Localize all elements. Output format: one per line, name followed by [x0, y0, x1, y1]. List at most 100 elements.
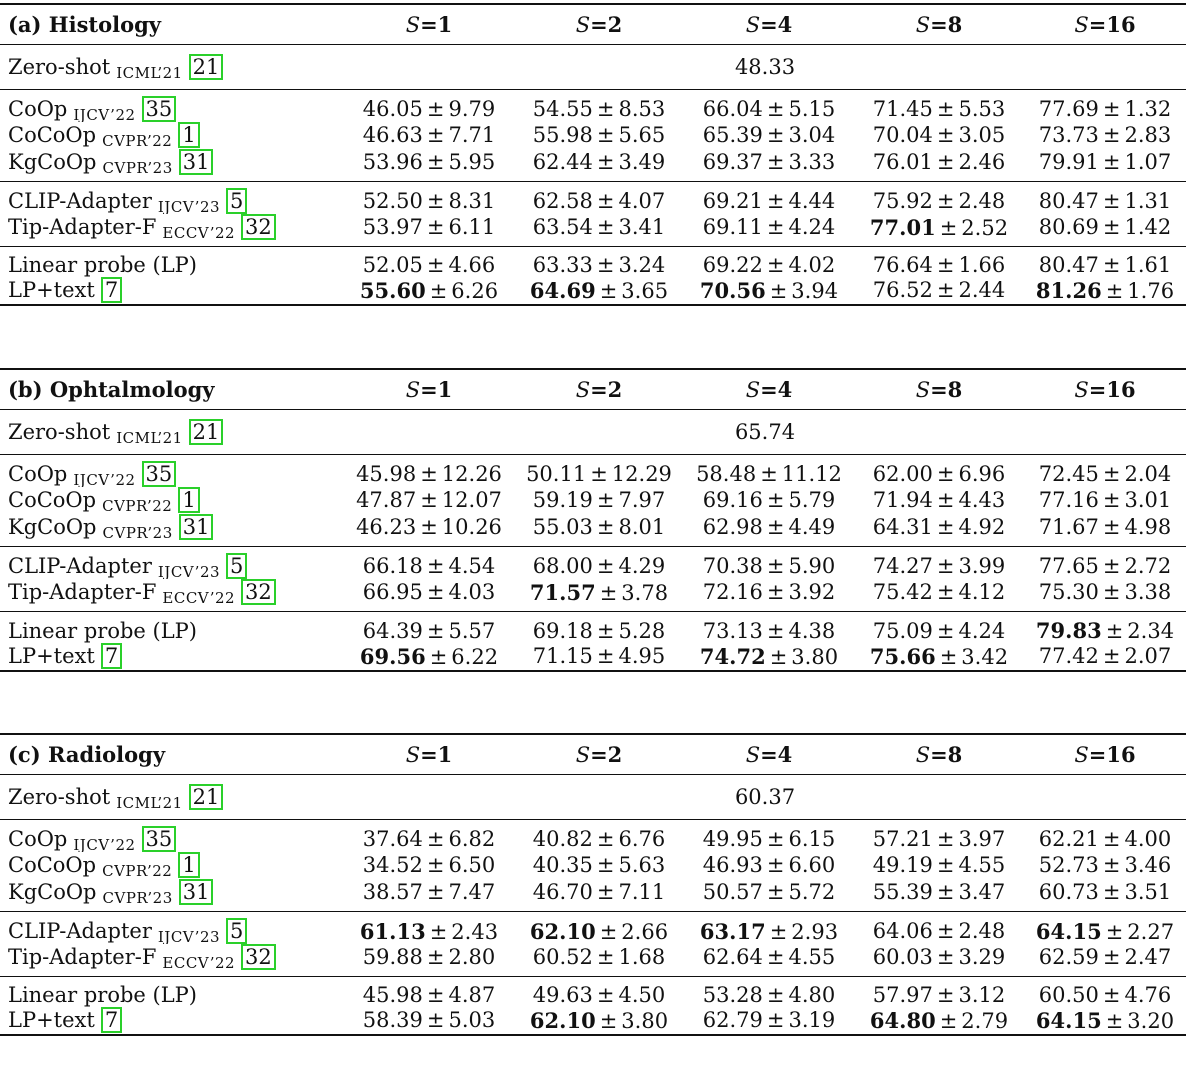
value-cell: 66.95 ±4.03	[344, 579, 514, 612]
table-row: CLIP-Adapter IJCV’23 5 52.50 ±8.31 62.58 ±4.…	[0, 182, 1186, 214]
method-name: Linear probe (LP)	[8, 253, 197, 277]
citation-link[interactable]: 31	[178, 149, 214, 175]
std-value: 2.79	[961, 1008, 1009, 1033]
std-value: 5.03	[448, 1008, 496, 1033]
citation-link[interactable]: 32	[241, 214, 276, 240]
mean-value: 80.69	[1038, 215, 1099, 239]
method-name: LP+text	[8, 1008, 95, 1033]
citation-link[interactable]: 35	[141, 825, 177, 852]
std-value: 3.19	[788, 1008, 836, 1033]
plus-minus-sign: ±	[766, 1008, 785, 1033]
plus-minus-sign: ±	[426, 253, 445, 277]
mean-value: 46.05	[362, 96, 423, 121]
method-cell: Zero-shot ICML’21 21	[0, 44, 344, 89]
method-cell: Linear probe (LP)	[0, 612, 344, 644]
plus-minus-sign: ±	[1102, 96, 1121, 121]
citation-link[interactable]: 5	[226, 188, 248, 214]
value-cell: 62.44 ±3.49	[514, 149, 684, 182]
citation-link[interactable]: 21	[188, 53, 224, 80]
std-value: 2.34	[1127, 619, 1175, 643]
plus-minus-sign: ±	[596, 853, 615, 878]
citation-link[interactable]: 1	[178, 122, 200, 149]
citation-link[interactable]: 31	[178, 879, 214, 905]
plus-minus-sign: ±	[426, 826, 445, 851]
citation-link[interactable]: 5	[226, 918, 248, 944]
plus-minus-sign: ±	[760, 461, 778, 486]
shot-variable: S	[915, 12, 931, 37]
method-cell: CLIP-Adapter IJCV’23 5	[0, 182, 344, 214]
std-value: 5.90	[788, 554, 836, 578]
std-value: 1.07	[1124, 150, 1172, 174]
shot-header: S=4	[745, 376, 793, 402]
std-value: 1.32	[1124, 96, 1172, 121]
mean-value: 63.54	[532, 215, 593, 239]
value-cell: 60.50 ±4.76	[1024, 977, 1186, 1007]
value-cell: 57.97 ±3.12	[854, 977, 1024, 1007]
shot-variable: S	[405, 12, 421, 37]
plus-minus-sign: ±	[769, 644, 788, 669]
std-value: 6.82	[448, 826, 496, 851]
citation-link[interactable]: 32	[241, 944, 276, 970]
citation-link[interactable]: 21	[188, 783, 224, 810]
citation-link[interactable]: 31	[178, 514, 214, 540]
value-cell: 62.10 ±3.80	[514, 1007, 684, 1035]
mean-value: 64.31	[872, 515, 933, 539]
table-row: CoCoOp CVPR’22 1 47.87 ±12.07 59.19 ±7.97 69…	[0, 487, 1186, 515]
citation-link[interactable]: 35	[141, 95, 177, 122]
plus-minus-sign: ±	[936, 189, 955, 213]
shot-header: S=1	[405, 741, 453, 767]
value-cell: 69.18 ±5.28	[514, 612, 684, 644]
mean-value: 52.05	[362, 253, 423, 277]
zeroshot-value: 48.33	[734, 54, 796, 79]
mean-value: 75.42	[872, 580, 933, 604]
citation-link[interactable]: 1	[178, 487, 200, 514]
value-cell: 72.16 ±3.92	[684, 579, 854, 612]
std-value: 6.96	[958, 461, 1006, 486]
value-cell: 55.39 ±3.47	[854, 879, 1024, 912]
citation-link[interactable]: 21	[188, 418, 224, 445]
mean-value: 75.66	[869, 643, 936, 669]
mean-value: 73.13	[702, 618, 763, 643]
citation-link[interactable]: 5	[226, 553, 248, 579]
std-value: 2.43	[451, 919, 499, 944]
plus-minus-sign: ±	[1102, 123, 1121, 148]
method-cell: Tip-Adapter-F ECCV’22 32	[0, 944, 344, 977]
std-value: 4.76	[1124, 983, 1172, 1007]
std-value: 3.46	[1124, 853, 1172, 878]
std-value: 2.44	[958, 278, 1006, 303]
mean-value: 61.13	[359, 918, 426, 944]
citation-link[interactable]: 7	[100, 277, 123, 304]
std-value: 5.63	[618, 853, 666, 878]
plus-minus-sign: ±	[426, 1008, 445, 1033]
value-cell: 69.16 ±5.79	[684, 487, 854, 515]
plus-minus-sign: ±	[939, 644, 958, 669]
value-cell: 53.96 ±5.95	[344, 149, 514, 182]
citation-link[interactable]: 7	[100, 1007, 123, 1034]
shot-variable: S	[575, 377, 591, 402]
std-value: 6.22	[451, 644, 499, 669]
method-name: CoCoOp	[8, 853, 97, 878]
mean-value: 68.00	[532, 554, 593, 578]
mean-value: 76.64	[872, 253, 933, 277]
shot-header: S=2	[575, 741, 623, 767]
value-cell: 64.31 ±4.92	[854, 514, 1024, 547]
plus-minus-sign: ±	[766, 580, 785, 604]
value-cell: 55.03 ±8.01	[514, 514, 684, 547]
venue-label: CVPR’22	[102, 497, 173, 514]
citation-link[interactable]: 32	[241, 579, 276, 605]
plus-minus-sign: ±	[936, 123, 955, 148]
mean-value: 73.73	[1038, 123, 1099, 148]
shot-variable: S	[745, 377, 761, 402]
std-value: 3.01	[1124, 488, 1172, 513]
citation-link[interactable]: 1	[178, 852, 200, 879]
plus-minus-sign: ±	[1102, 253, 1121, 277]
mean-value: 45.98	[362, 983, 423, 1007]
citation-link[interactable]: 35	[141, 460, 177, 487]
std-value: 4.38	[788, 618, 836, 643]
value-cell: 71.15 ±4.95	[514, 643, 684, 671]
mean-value: 64.80	[869, 1007, 936, 1033]
citation-link[interactable]: 7	[100, 643, 123, 670]
plus-minus-sign: ±	[1102, 580, 1121, 604]
mean-value: 76.01	[872, 150, 933, 174]
mean-value: 60.52	[532, 945, 593, 969]
